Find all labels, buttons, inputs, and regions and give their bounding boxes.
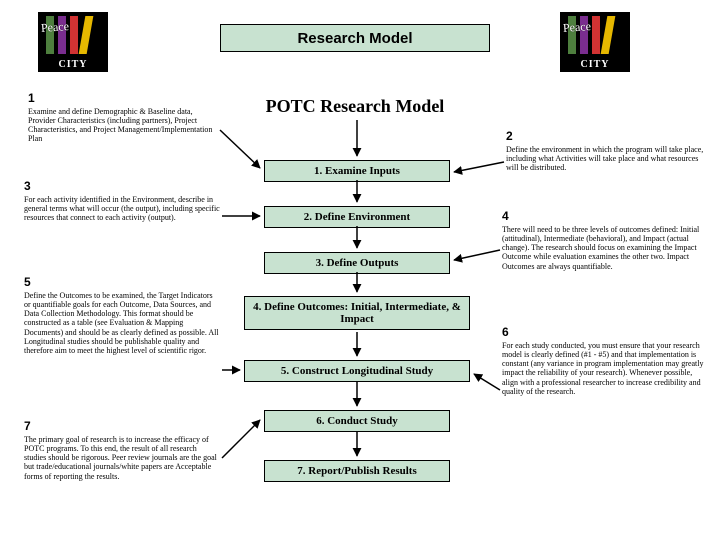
step-5: 5. Construct Longitudinal Study <box>244 360 470 382</box>
page-title: Research Model <box>220 24 490 52</box>
note-1: 1 Examine and define Demographic & Basel… <box>28 92 218 144</box>
note-4-text: There will need to be three levels of ou… <box>502 225 704 271</box>
note-7-num: 7 <box>24 420 220 434</box>
step-7: 7. Report/Publish Results <box>264 460 450 482</box>
logo-city-text: CITY <box>42 59 104 70</box>
step-3: 3. Define Outputs <box>264 252 450 274</box>
note-5-text: Define the Outcomes to be examined, the … <box>24 291 220 355</box>
note-4: 4 There will need to be three levels of … <box>502 210 704 271</box>
note-1-text: Examine and define Demographic & Baselin… <box>28 107 218 144</box>
step-6: 6. Conduct Study <box>264 410 450 432</box>
logo-left: Peace CITY <box>38 12 108 72</box>
note-7: 7 The primary goal of research is to inc… <box>24 420 220 481</box>
note-3: 3 For each activity identified in the En… <box>24 180 220 222</box>
logo-right: Peace CITY <box>560 12 630 72</box>
logo-peace-text: Peace <box>41 19 70 36</box>
note-1-num: 1 <box>28 92 218 106</box>
note-6-text: For each study conducted, you must ensur… <box>502 341 704 396</box>
note-3-num: 3 <box>24 180 220 194</box>
note-4-num: 4 <box>502 210 704 224</box>
step-1: 1. Examine Inputs <box>264 160 450 182</box>
note-3-text: For each activity identified in the Envi… <box>24 195 220 223</box>
note-2-num: 2 <box>506 130 706 144</box>
note-5-num: 5 <box>24 276 220 290</box>
step-2: 2. Define Environment <box>264 206 450 228</box>
note-6-num: 6 <box>502 326 704 340</box>
note-2-text: Define the environment in which the prog… <box>506 145 706 173</box>
note-2: 2 Define the environment in which the pr… <box>506 130 706 172</box>
logo-city-text: CITY <box>564 59 626 70</box>
note-6: 6 For each study conducted, you must ens… <box>502 326 704 396</box>
note-7-text: The primary goal of research is to incre… <box>24 435 220 481</box>
note-5: 5 Define the Outcomes to be examined, th… <box>24 276 220 355</box>
step-4: 4. Define Outcomes: Initial, Intermediat… <box>244 296 470 330</box>
page-subtitle: POTC Research Model <box>220 96 490 117</box>
logo-peace-text: Peace <box>563 19 592 36</box>
